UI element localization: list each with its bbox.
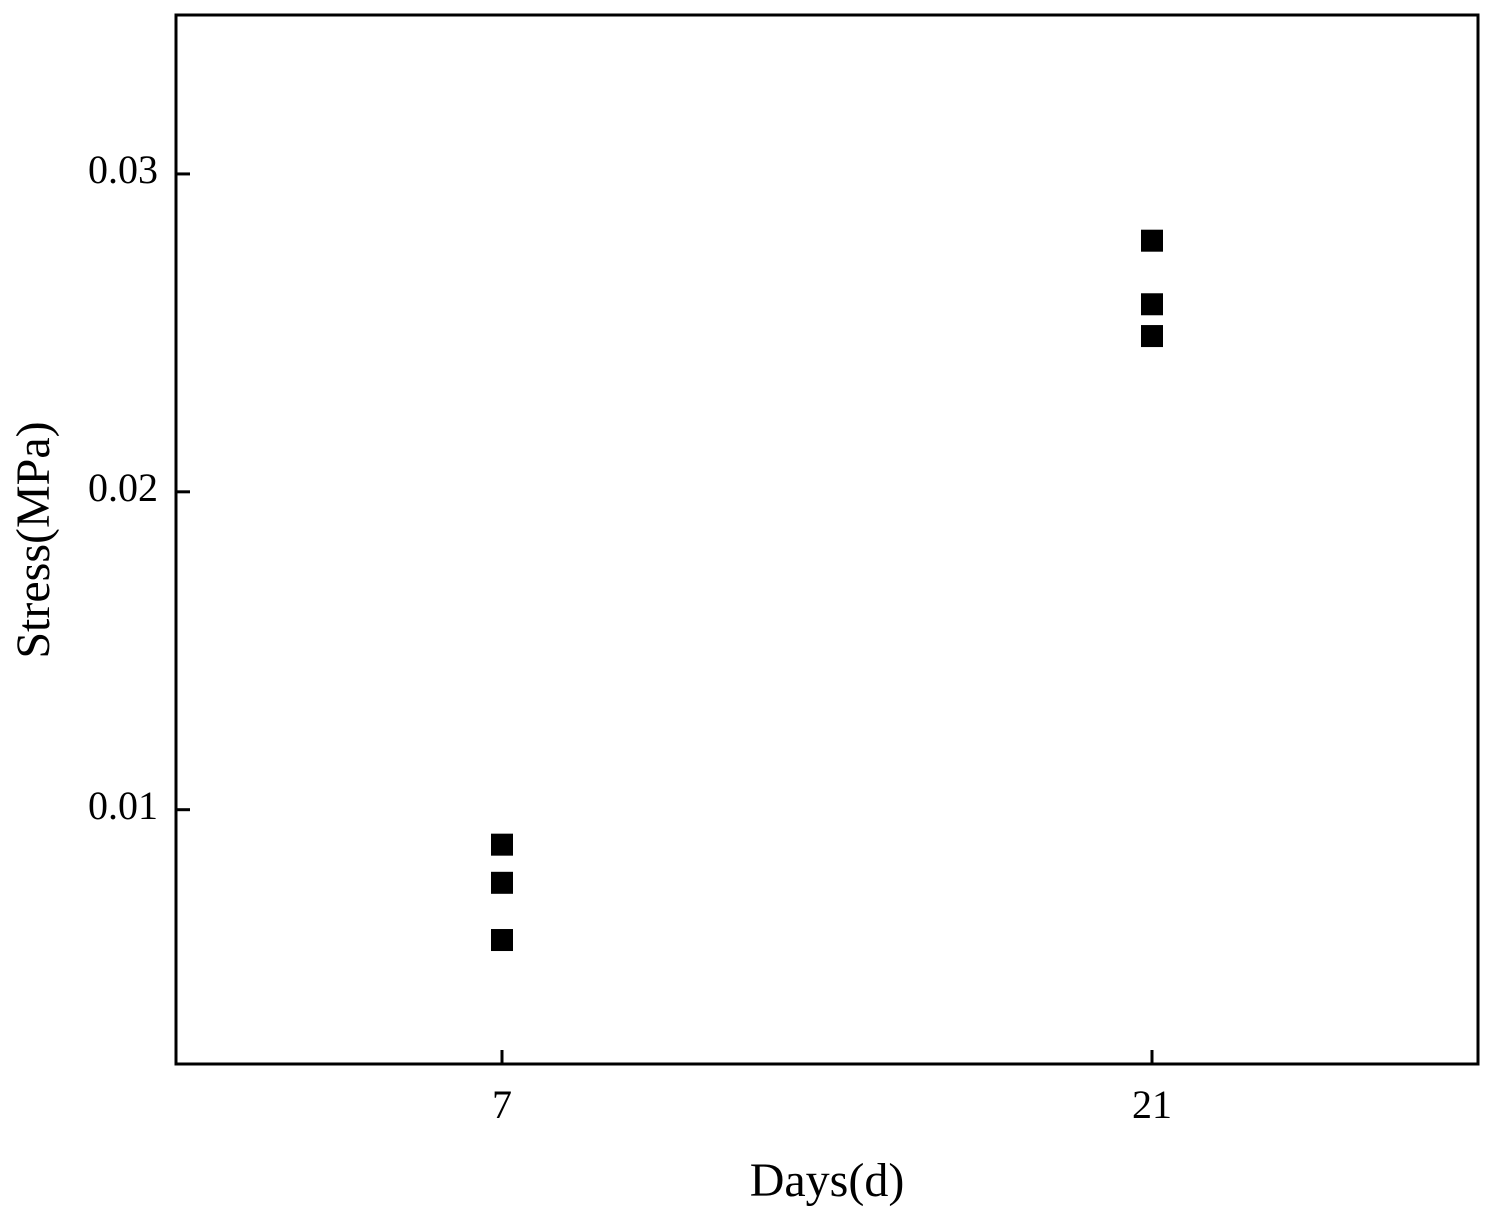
x-axis-title: Days(d) xyxy=(750,1154,905,1207)
data-point xyxy=(1141,229,1163,252)
x-tick-label: 7 xyxy=(492,1082,512,1127)
data-points xyxy=(491,229,1163,952)
x-tick-label: 21 xyxy=(1132,1082,1172,1127)
data-point xyxy=(491,929,513,952)
y-axis-ticks: 0.01 0.02 0.03 xyxy=(88,147,190,828)
data-point xyxy=(491,833,513,856)
y-tick-label: 0.03 xyxy=(88,147,158,192)
data-point xyxy=(1141,293,1163,316)
data-point xyxy=(491,871,513,894)
plot-frame xyxy=(174,13,1480,1066)
data-point xyxy=(1141,325,1163,348)
x-axis-ticks: 7 21 xyxy=(492,1050,1172,1127)
y-axis-title: Stress(MPa) xyxy=(7,421,60,658)
y-tick-label: 0.01 xyxy=(88,783,158,828)
y-tick-label: 0.02 xyxy=(88,465,158,510)
